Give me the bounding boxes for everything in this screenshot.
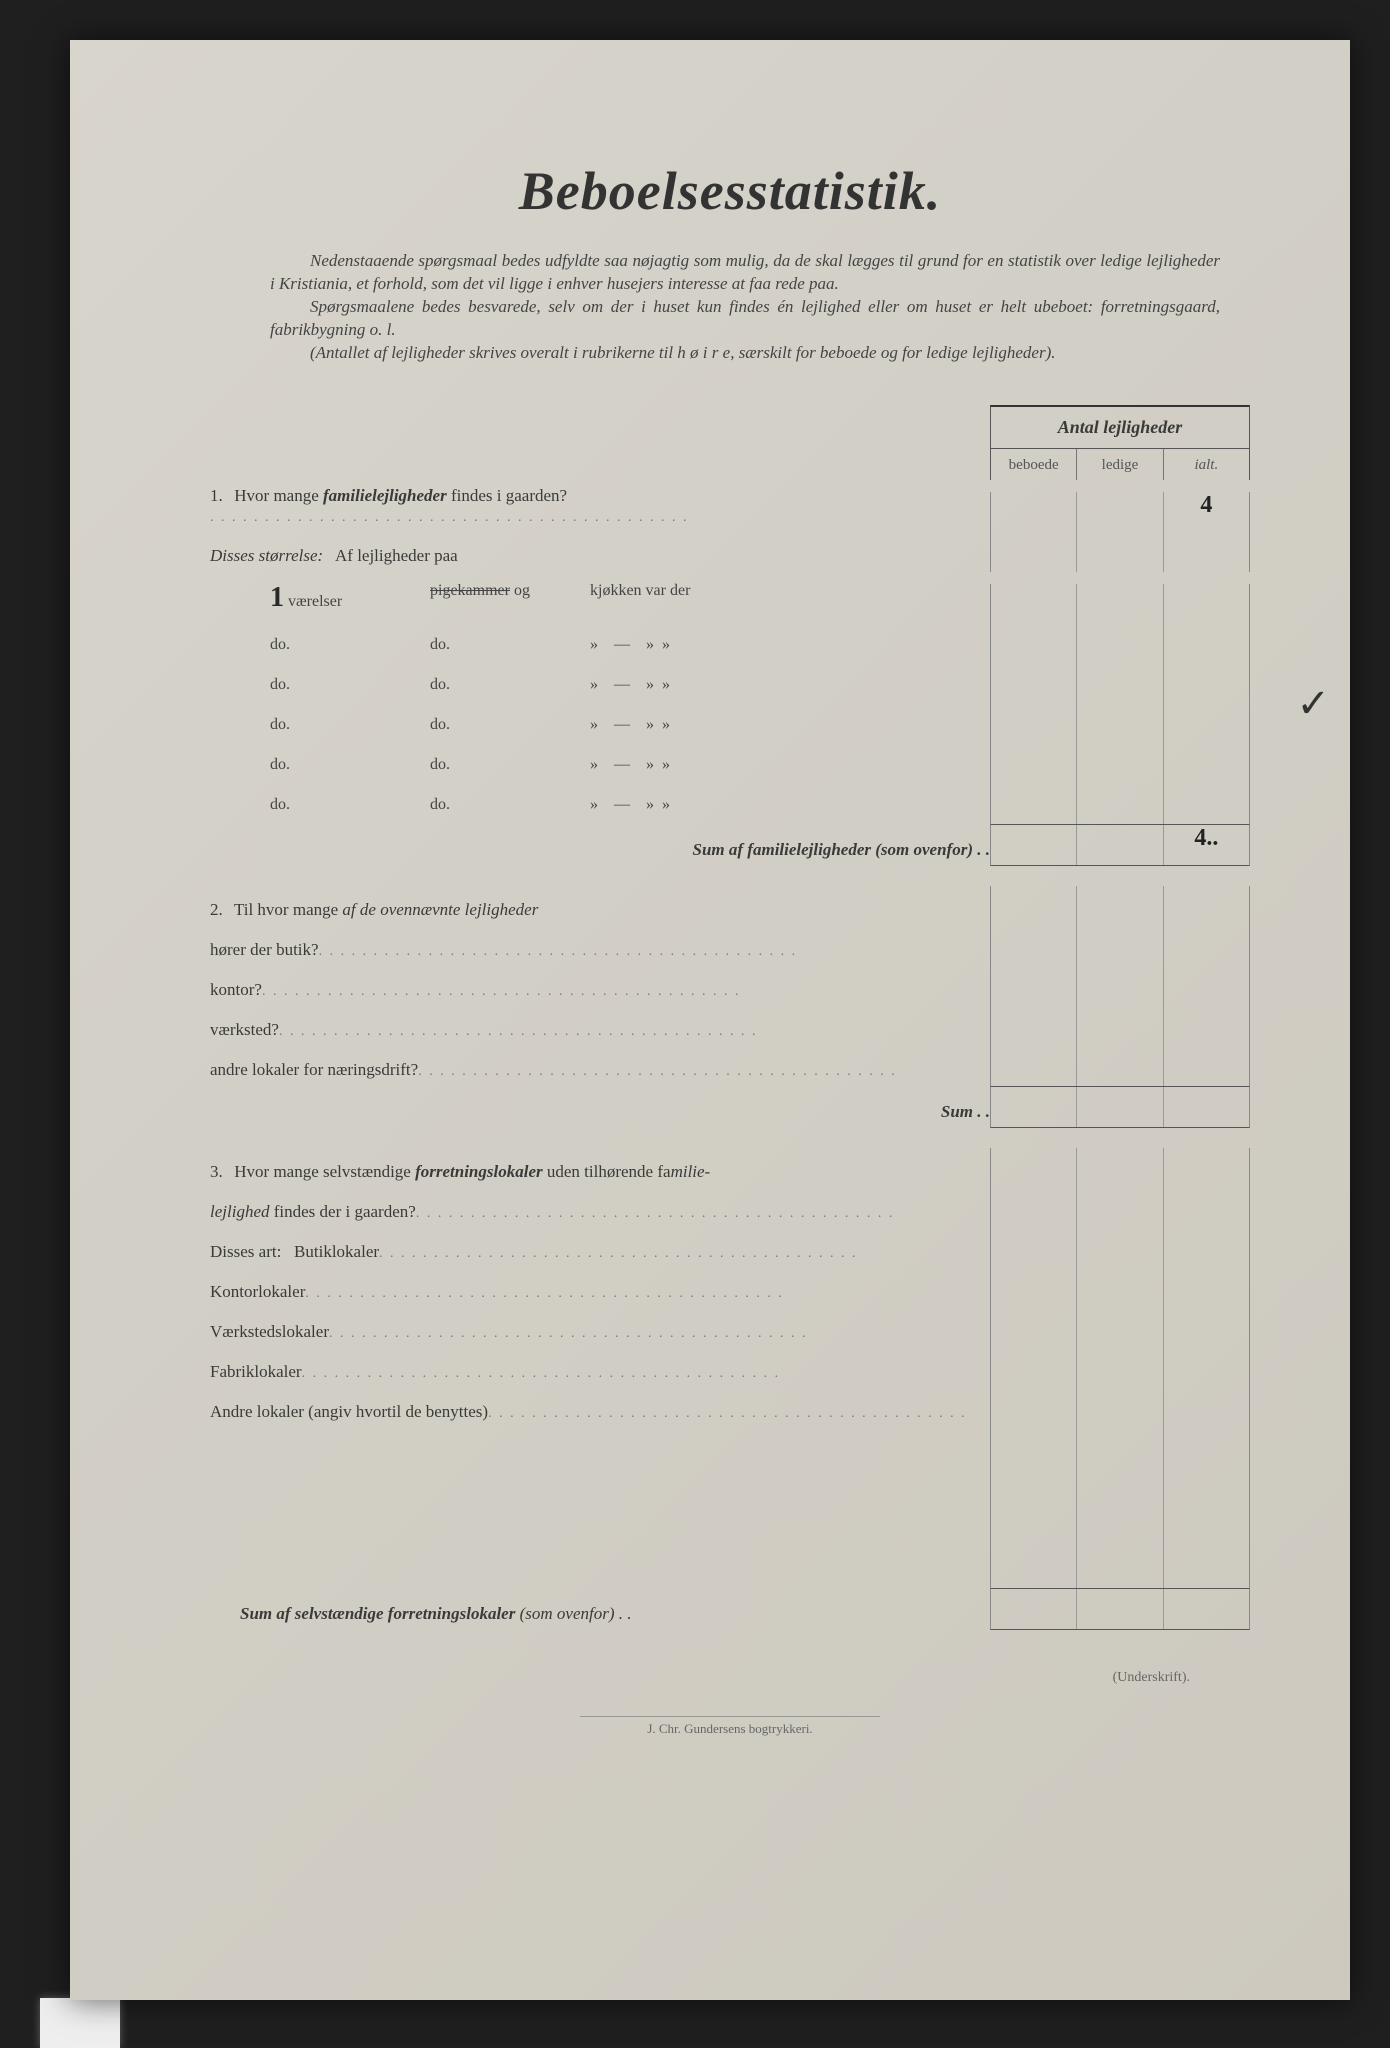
q2-vaerksted: værksted? [210, 1020, 279, 1039]
q1-sum-label-b: (som ovenfor) . . [871, 840, 990, 859]
do-5b: do. [430, 796, 550, 814]
q3-text-b: forretningslokaler [415, 1162, 543, 1181]
raquo: » [590, 716, 598, 733]
q1-text-c: findes i gaarden? [447, 486, 567, 505]
q2-andre: andre lokaler for næringsdrift? [210, 1060, 418, 1079]
kjokken-label: kjøkken var der [590, 582, 710, 614]
raquo: » [646, 676, 654, 693]
disses-label: Disses størrelse: [210, 546, 323, 565]
q1-sum-ledige [1077, 825, 1163, 865]
raquo: » [646, 716, 654, 733]
col-beboede: beboede [991, 449, 1077, 480]
dash: — [614, 796, 630, 813]
do-5a: do. [270, 796, 390, 814]
raquo: » [646, 796, 654, 813]
raquo: » [646, 636, 654, 653]
raquo: » [646, 756, 654, 773]
printer-credit: J. Chr. Gundersens bogtrykkeri. [580, 1716, 880, 1737]
dash: — [614, 756, 630, 773]
q1-ledige [1077, 492, 1163, 532]
raquo: » [662, 676, 670, 693]
q3-number: 3. [210, 1162, 230, 1182]
q3-butiklokaler: Butiklokaler [294, 1242, 379, 1261]
q1-beboede [991, 492, 1077, 532]
q3-text-c: uden tilhørende fa [543, 1162, 671, 1181]
q2-number: 2. [210, 900, 230, 920]
q1-text-a: Hvor mange [234, 486, 323, 505]
q2-text-a: Til hvor mange [234, 900, 342, 919]
film-thumb [40, 1998, 120, 2048]
q1-sum-ialt-handwritten: 4.. [1164, 825, 1249, 865]
raquo: » [590, 676, 598, 693]
do-4a: do. [270, 756, 390, 774]
q3-sum-a: Sum af selvstændige forretningslokaler [240, 1604, 515, 1623]
intro-line-1: Nedenstaaende spørgsmaal bedes udfyldte … [270, 250, 1220, 296]
q2-sum-label: Sum . . [941, 1102, 990, 1121]
pigekammer-struck: pigekammer [430, 582, 510, 599]
af-label: Af lejligheder paa [335, 546, 458, 565]
hw-vaerelser-count: 1 [270, 582, 284, 613]
q1-number: 1. [210, 486, 230, 506]
page-title: Beboelsesstatistik. [210, 160, 1250, 222]
dash: — [614, 716, 630, 733]
raquo: » [662, 796, 670, 813]
dash: — [614, 676, 630, 693]
q2-butik: hører der butik? [210, 940, 319, 959]
do-2b: do. [430, 676, 550, 694]
do-4b: do. [430, 756, 550, 774]
column-group-label: Antal lejligheder [991, 407, 1249, 449]
intro-paragraph: Nedenstaaende spørgsmaal bedes udfyldte … [270, 250, 1220, 365]
q3-text-d: milie- [671, 1162, 711, 1181]
dash: — [614, 636, 630, 653]
raquo: » [590, 796, 598, 813]
q3-disses: Disses art: [210, 1242, 281, 1261]
q3-line2a: lejlighed [210, 1202, 269, 1221]
q3-andre-lokaler: Andre lokaler (angiv hvortil de benyttes… [210, 1402, 488, 1421]
q1-text-b: familielejligheder [323, 486, 447, 505]
raquo: » [662, 756, 670, 773]
margin-checkmark: ✓ [1296, 680, 1330, 727]
raquo: » [590, 636, 598, 653]
col-ialt: ialt. [1164, 449, 1249, 480]
q3-kontorlokaler: Kontorlokaler [210, 1282, 305, 1301]
q3-fabriklokaler: Fabriklokaler [210, 1362, 302, 1381]
q1-ialt-handwritten: 4 [1164, 492, 1249, 532]
q2-text-b: af de ovennævnte lejligheder [342, 900, 538, 919]
q1-sum-label-a: Sum af familielejligheder [693, 840, 872, 859]
q2-kontor: kontor? [210, 980, 262, 999]
do-2a: do. [270, 676, 390, 694]
raquo: » [662, 716, 670, 733]
do-3a: do. [270, 716, 390, 734]
column-header-group: Antal lejligheder beboede ledige ialt. [990, 405, 1250, 480]
q1-sum-beboede [991, 825, 1077, 865]
col-ledige: ledige [1077, 449, 1163, 480]
do-3b: do. [430, 716, 550, 734]
raquo: » [662, 636, 670, 653]
intro-line-2: Spørgsmaalene bedes besvarede, selv om d… [270, 296, 1220, 342]
vaerelser-label: værelser [288, 593, 342, 610]
q3-line2b: findes der i gaarden? [269, 1202, 415, 1221]
og-label: og [514, 582, 530, 599]
q3-sum-b: (som ovenfor) . . [515, 1604, 631, 1623]
do-1a: do. [270, 636, 390, 654]
q1-row: 1. Hvor mange familielejligheder findes … [210, 480, 1250, 532]
intro-line-3: (Antallet af lejligheder skrives overalt… [270, 342, 1220, 365]
signature-label: (Underskrift). [210, 1670, 1250, 1686]
q3-text-a: Hvor mange selvstændige [234, 1162, 415, 1181]
do-1b: do. [430, 636, 550, 654]
raquo: » [590, 756, 598, 773]
document-page: Beboelsesstatistik. Nedenstaaende spørgs… [70, 40, 1350, 2000]
q3-vaerkstedslokaler: Værkstedslokaler [210, 1322, 329, 1341]
